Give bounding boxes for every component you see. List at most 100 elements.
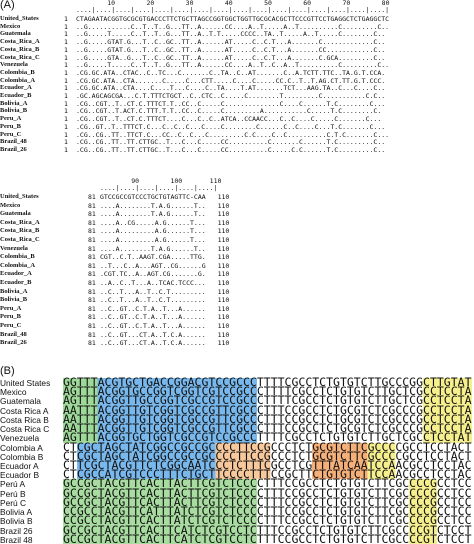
sequence: ..C..GT..C.T.A..T...A...... [100,304,206,313]
sample-name: Peru_B [0,313,21,321]
sample-name: Costa Rica C [0,424,50,435]
sequence: CTCGCTAGCTATCGGCCGCCGCCCCTTCCGCCCTCTGCGT… [63,439,472,454]
sample-name: Guatemala [0,210,31,218]
sample-name: Bolivia B [0,516,33,527]
sample-name: Costa_Rica_A [0,218,40,226]
end-position: 110 [217,279,230,287]
sequence: .CG..CG..TT..TT.CTTGC..T...C...C.....CC.… [76,145,386,154]
start-position: 81 [88,218,96,227]
sample-name: Costa Rica A [0,405,49,416]
sequence: ....A.........A.G......T... [100,227,206,236]
start-position: 81 [88,236,96,244]
sequence: ..G.....T.....C..T..T..G...TT..A......CC… [76,61,390,70]
start-position: 1 [64,92,68,100]
sample-name: Guatemala [0,396,41,407]
sample-name: Bolivia_B [0,107,28,115]
sequence: .CG..GT..T..TTTCT.C...C..C..C...C....C..… [76,122,386,131]
start-position: 81 [88,330,96,339]
start-position: 1 [64,45,68,54]
sample-name: Costa_Rica_B [0,227,40,235]
ruler-number: 60 [303,0,312,7]
end-position: 110 [217,339,230,348]
end-position: 110 [217,330,230,339]
start-position: 1 [64,22,68,31]
sample-name: Costa_Rica_A [0,38,40,46]
sample-name: Costa Rica B [0,414,49,425]
end-position: 110 [217,287,230,296]
sample-name: Colombia_B [0,253,35,261]
sequence: GCCGCTACGTTCACTTACTTCGTCTCCCCTTTCCGCCTCT… [63,476,472,491]
sample-name: Perú C [0,497,27,508]
sample-name: Colombia_A [0,261,36,269]
sample-name: Ecuador_B [0,279,32,286]
sample-name: Peru_A [0,115,22,123]
start-position: 81 [88,304,96,313]
sequence: .CG..CGT..T..CT.C.TTTCT....C...C..C..ATC… [76,115,382,124]
start-position: 81 [88,244,96,253]
end-position: 110 [217,227,230,236]
sequence: AGTTTACGGTGCCGGTCGGTCGTCCGCCCTTTTCGCCTCT… [63,384,472,399]
sequence: .GC.AGCAGCGA...C.T.TTTCTGCT..C..CTC..C..… [76,92,386,100]
sequence: ....A..CG.....A.G......T... [100,218,206,227]
sample-name: Costa_Rica_C [0,236,40,243]
sample-name: Costa_Rica_B [0,45,40,53]
sample-name: Ecuador_A [0,270,32,278]
sequence: ..T...C..A...AGT..CG......G [100,261,206,270]
sequence: CCGCCTACGTTCACTTATCTCGTCTCCCCTTTCCGCCTCT… [63,513,472,528]
sequence: .CG.GC.ATA..CTA.......C.....C...CTT.....… [76,76,386,85]
ruler-number: 10 [107,0,116,7]
sequence: AATTTACGGTTGTCGGTCGCCGTTCGCCCTTTCCGCCTCT… [63,411,472,426]
sequence: .CG.GC.ATA..CTAC..C..TC...C.......C..TA.… [76,68,386,77]
sequence: ..G...........C..T..T..G...TT..A......CC… [76,22,390,31]
end-position: 110 [217,322,230,330]
ruler-number: 110 [209,177,222,185]
start-position: 1 [64,53,68,62]
start-position: 81 [88,227,96,236]
sample-name: Ecuador_A [0,84,32,92]
sample-name: United_States [0,15,39,22]
start-position: 1 [64,76,68,85]
sequence: GCCGCTACGTTCACTTACTTCGTCTCCCCTTTCCGCCTCT… [63,494,472,509]
sample-name: Brazil_48 [0,138,27,146]
sample-name: Brazil 26 [0,525,33,536]
sequence: ..C..T...A..T..C.T......... [100,287,206,296]
sequence: ..C..GT...CT.A..T.C.A...... [100,339,206,348]
sample-name: Bolivia A [0,507,33,518]
end-position: 110 [217,253,230,262]
start-position: 1 [64,130,68,139]
sample-name: Costa_Rica_C [0,53,40,61]
sample-name: Mexico [0,201,21,209]
ruler: ....|....|....|....|....|....| [100,184,218,192]
sequence: AATTTACGGTTGTCGGTCGCCGTTCGCCCTTTCCGCCTCT… [63,421,472,436]
sample-name: Perú B [0,488,26,499]
sample-name: Bolivia_A [0,99,28,107]
panel-label: (A) [0,0,15,11]
start-position: 1 [64,84,68,93]
end-position: 110 [217,270,230,279]
sample-name: Ecuador_B [0,92,32,99]
start-position: 1 [64,68,68,77]
sequence: .CG..CG..TT..TT.CTTGC..T...C...C.....CC.… [76,138,386,147]
start-position: 81 [88,253,96,262]
end-position: 110 [217,193,230,201]
sample-name: Mexico [0,387,27,398]
start-position: 81 [88,210,96,219]
start-position: 1 [64,145,68,154]
start-position: 1 [64,115,68,124]
sequence: .CG..CG..TT..TTCT.C...CC..C..C...C......… [76,130,390,139]
sequence: ..C..T...A..T..C.T......... [100,296,206,305]
sample-name: Colombia_B [0,68,35,76]
end-position: 110 [217,313,230,322]
end-position: 110 [217,201,230,210]
end-position: 110 [217,236,230,244]
sample-name: Perú A [0,479,26,490]
start-position: 1 [64,107,68,116]
start-position: 81 [88,287,96,296]
sequence: .CG..CGT..T..CT.C.TTTCT.T..CC..C.....C..… [76,99,386,108]
sample-name: Venezuela [0,61,28,69]
sequence: GCCGCTACGTTCACTTACTTCGTCTCCCCTTTCCGCCTCT… [63,485,472,500]
start-position: 81 [88,339,96,348]
start-position: 1 [64,30,68,39]
sample-name: Peru_C [0,322,22,329]
